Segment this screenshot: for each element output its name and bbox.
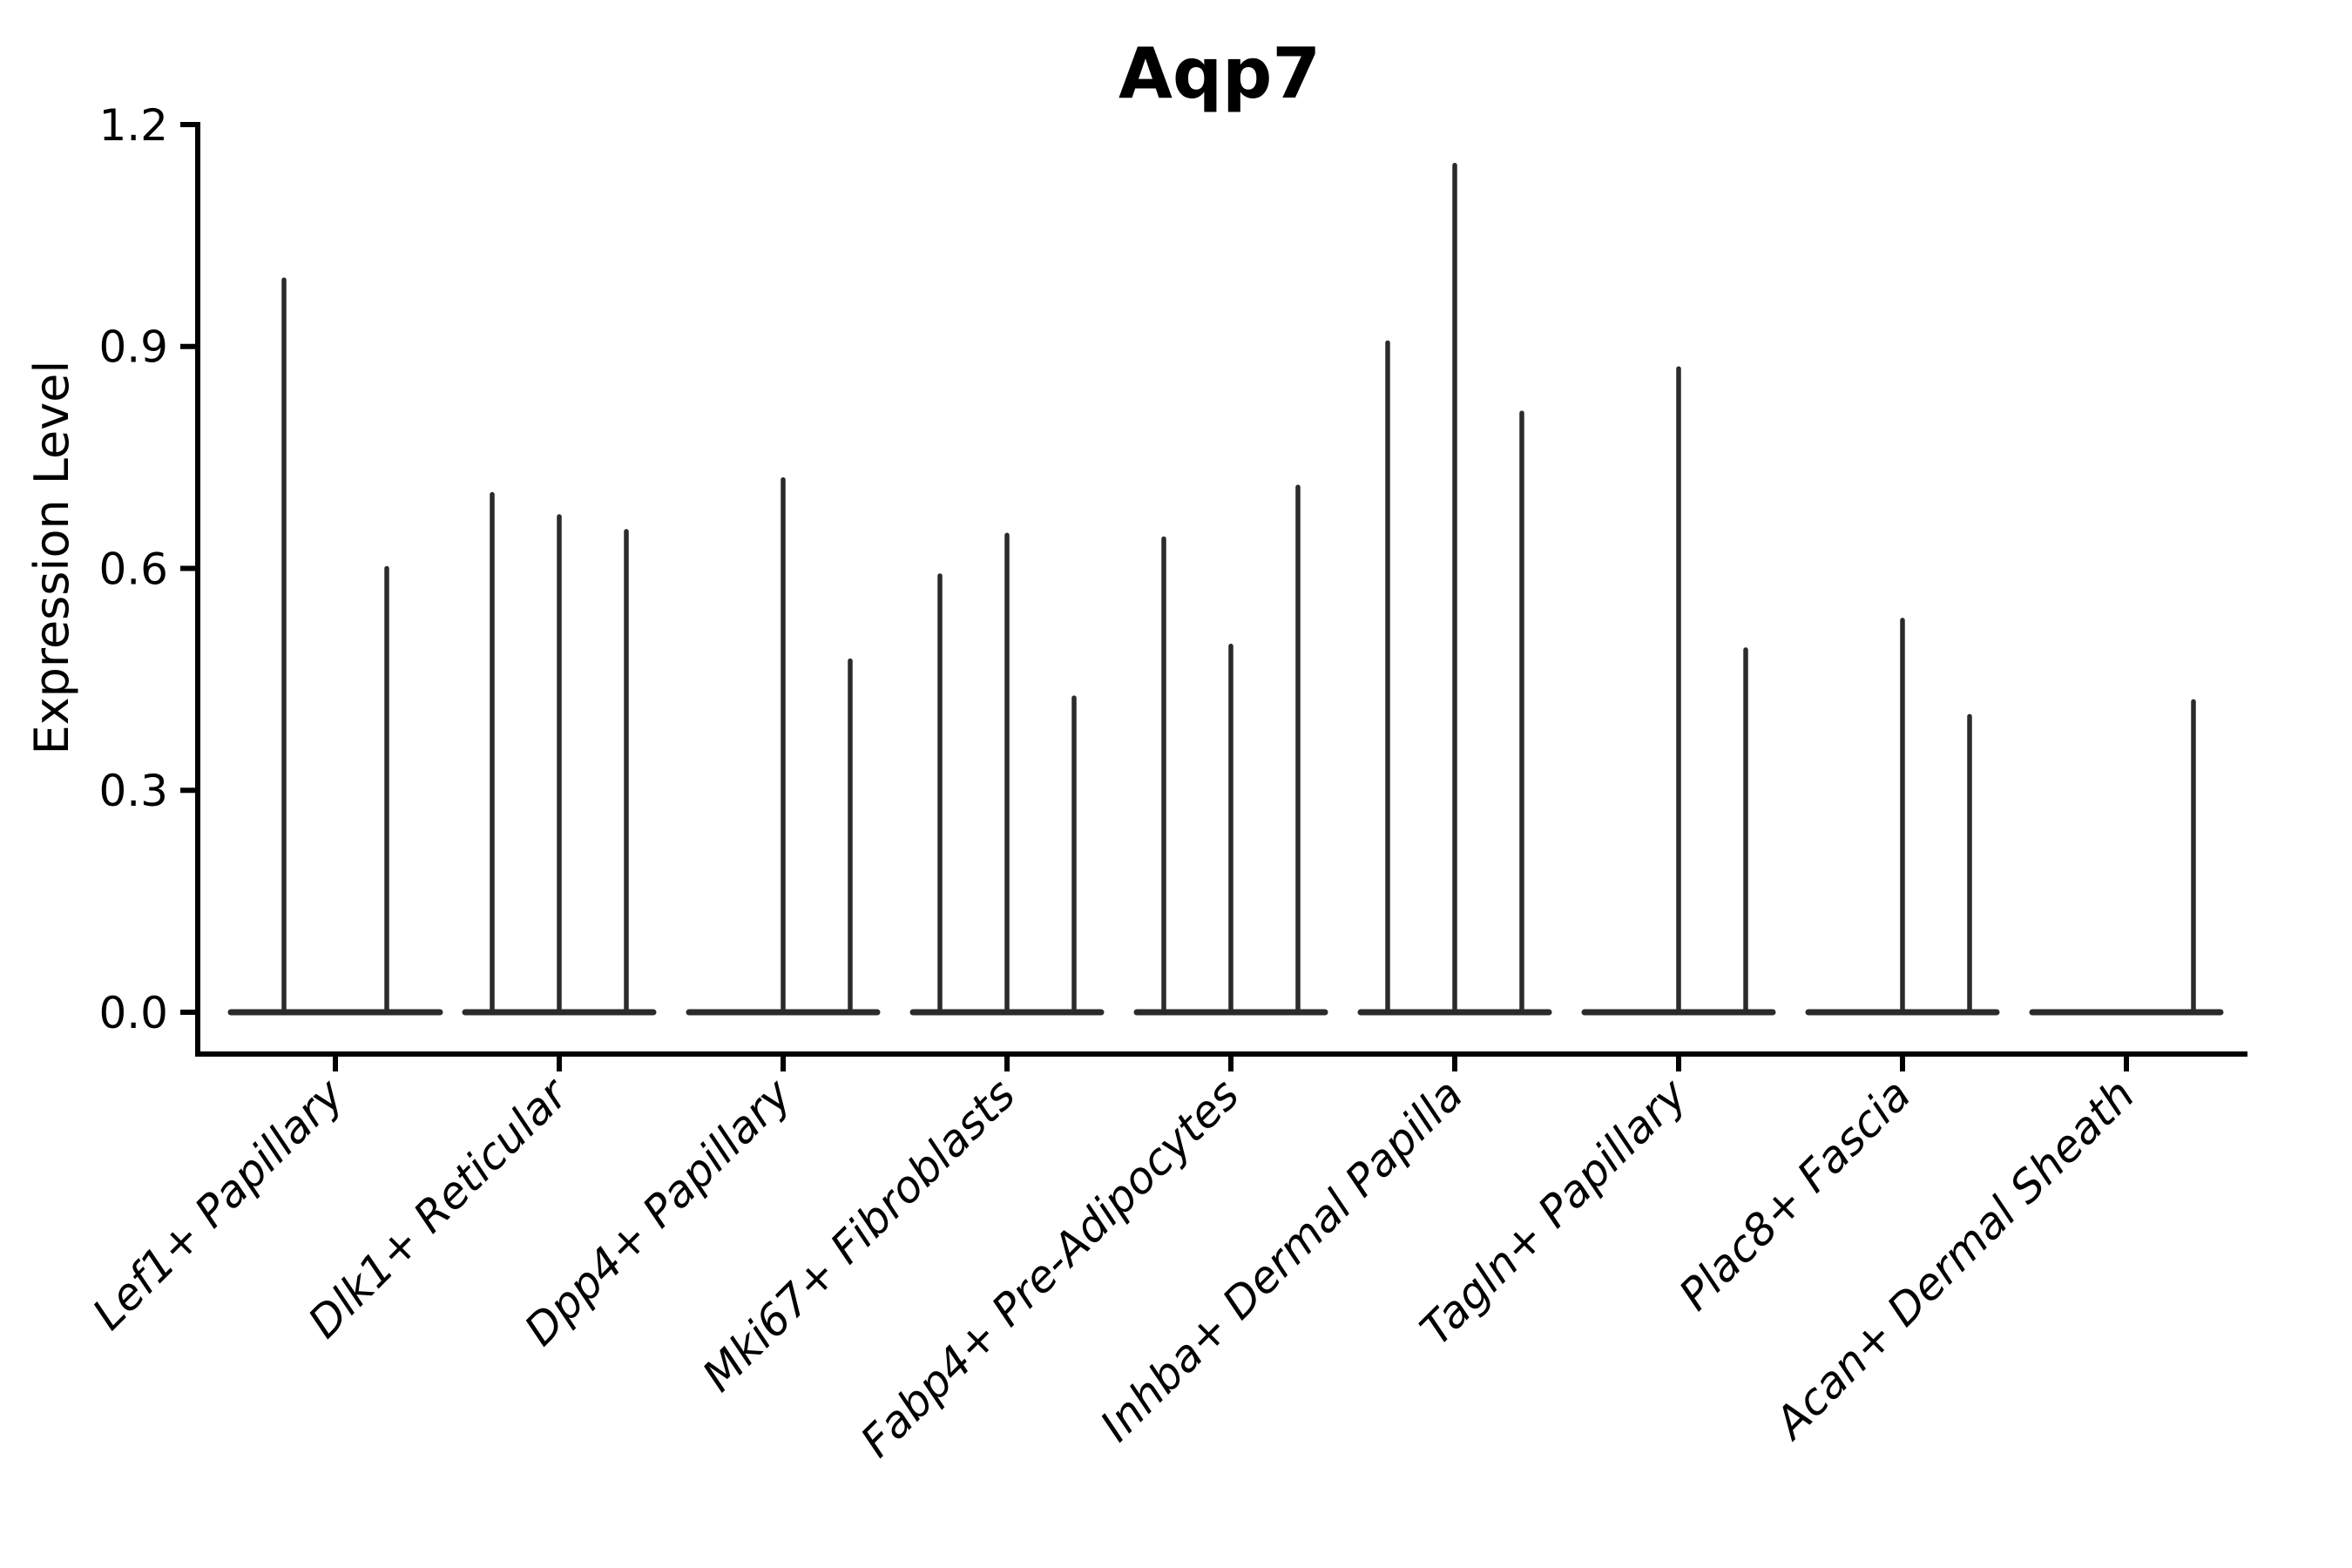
y-tick-label: 0.3	[98, 766, 168, 816]
chart-title: Aqp7	[1119, 33, 1321, 114]
y-tick-label: 0.6	[98, 544, 168, 594]
y-tick-label: 0.0	[98, 988, 168, 1038]
y-tick-label: 0.9	[98, 322, 168, 373]
violin-layer	[227, 162, 2224, 1016]
y-axis-label: Expression Level	[24, 361, 79, 755]
y-tick-label: 1.2	[98, 100, 168, 151]
